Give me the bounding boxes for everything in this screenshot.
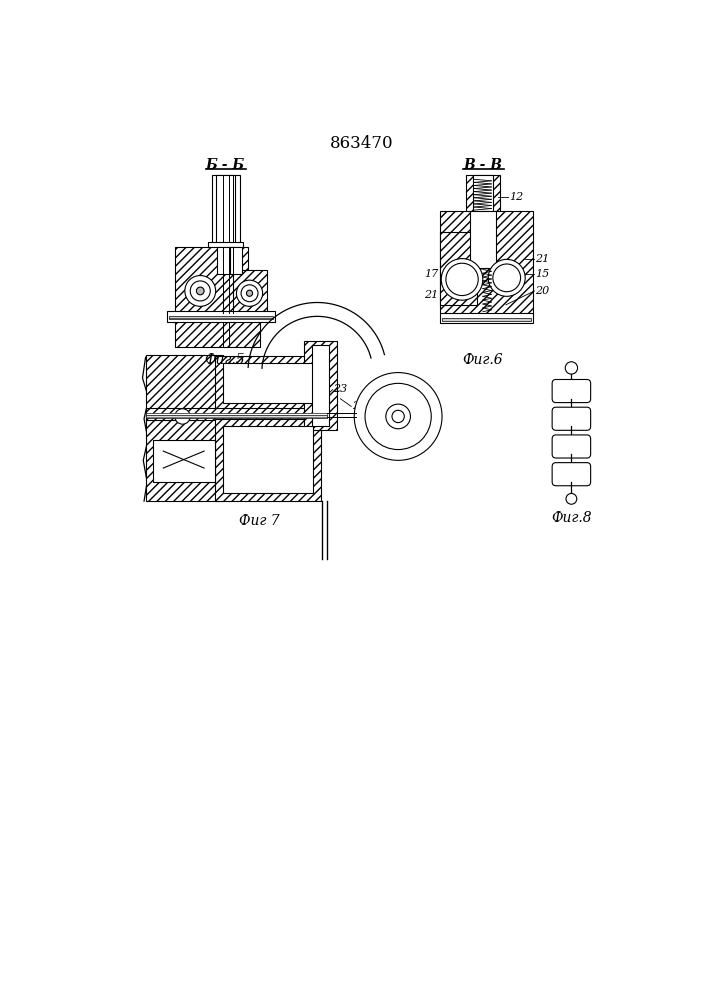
Circle shape xyxy=(236,280,262,306)
Text: Фиг 7: Фиг 7 xyxy=(239,514,280,528)
Bar xyxy=(146,415,327,418)
Bar xyxy=(146,413,327,415)
Circle shape xyxy=(175,409,190,424)
Bar xyxy=(215,419,321,501)
Text: 21: 21 xyxy=(535,254,549,264)
Text: 20: 20 xyxy=(535,286,549,296)
Bar xyxy=(146,408,327,420)
Text: 17: 17 xyxy=(424,269,438,279)
FancyBboxPatch shape xyxy=(552,407,590,430)
Bar xyxy=(169,316,274,319)
Bar xyxy=(440,211,533,314)
Bar xyxy=(212,175,240,243)
Bar xyxy=(230,247,242,274)
Text: 5: 5 xyxy=(568,441,575,451)
Text: Б - Б: Б - Б xyxy=(205,158,245,172)
Bar xyxy=(442,318,532,321)
Bar xyxy=(217,247,234,274)
Circle shape xyxy=(197,287,204,295)
Text: 24: 24 xyxy=(352,401,366,411)
Bar xyxy=(473,175,493,212)
Text: 5: 5 xyxy=(568,469,575,479)
Circle shape xyxy=(247,290,252,296)
Bar xyxy=(208,242,243,249)
Text: 21: 21 xyxy=(424,290,438,300)
Bar xyxy=(477,211,489,268)
Circle shape xyxy=(566,493,577,504)
Text: Фиг.5: Фиг.5 xyxy=(204,353,245,367)
Bar xyxy=(167,311,275,322)
Circle shape xyxy=(241,285,258,302)
Text: Фиг.6: Фиг.6 xyxy=(462,353,503,367)
FancyBboxPatch shape xyxy=(552,435,590,458)
Text: 5: 5 xyxy=(568,414,575,424)
Circle shape xyxy=(392,410,404,423)
Bar xyxy=(312,345,329,426)
Text: Фиг.8: Фиг.8 xyxy=(551,511,592,525)
Bar xyxy=(233,270,267,312)
Circle shape xyxy=(386,404,411,429)
Bar xyxy=(215,356,321,409)
Bar xyxy=(153,440,215,482)
Circle shape xyxy=(190,281,210,301)
Bar xyxy=(469,211,496,268)
Bar xyxy=(440,312,533,323)
Text: 15: 15 xyxy=(535,269,549,279)
Bar xyxy=(216,175,235,243)
Circle shape xyxy=(354,373,442,460)
Text: 23: 23 xyxy=(334,384,348,394)
Bar xyxy=(175,247,248,312)
Bar xyxy=(223,426,313,493)
Circle shape xyxy=(185,276,216,306)
Circle shape xyxy=(446,263,478,296)
Circle shape xyxy=(489,259,525,296)
Bar xyxy=(223,363,313,403)
Circle shape xyxy=(365,383,431,450)
Text: Лента из
бирок: Лента из бирок xyxy=(375,430,428,450)
Bar xyxy=(440,232,477,305)
Text: В - В: В - В xyxy=(463,158,503,172)
FancyBboxPatch shape xyxy=(552,379,590,403)
Circle shape xyxy=(441,259,483,300)
FancyBboxPatch shape xyxy=(552,463,590,486)
Bar xyxy=(175,320,259,347)
Bar xyxy=(466,175,500,212)
Text: 12: 12 xyxy=(509,192,523,202)
Text: 863470: 863470 xyxy=(330,135,394,152)
Circle shape xyxy=(565,362,578,374)
Bar xyxy=(304,341,337,430)
Text: 5: 5 xyxy=(568,386,575,396)
Bar xyxy=(146,355,223,501)
Circle shape xyxy=(493,264,520,292)
